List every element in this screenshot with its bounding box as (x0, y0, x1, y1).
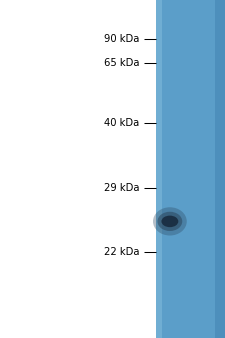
Text: 29 kDa: 29 kDa (104, 183, 140, 193)
Bar (215, 0, 225, 338)
Ellipse shape (158, 212, 182, 231)
Text: 90 kDa: 90 kDa (104, 34, 140, 44)
Bar (156, 0, 225, 338)
Ellipse shape (153, 207, 187, 236)
Text: 65 kDa: 65 kDa (104, 57, 140, 68)
Bar (156, 0, 162, 338)
Ellipse shape (162, 216, 178, 227)
Text: 22 kDa: 22 kDa (104, 247, 140, 257)
Text: 40 kDa: 40 kDa (104, 118, 140, 128)
